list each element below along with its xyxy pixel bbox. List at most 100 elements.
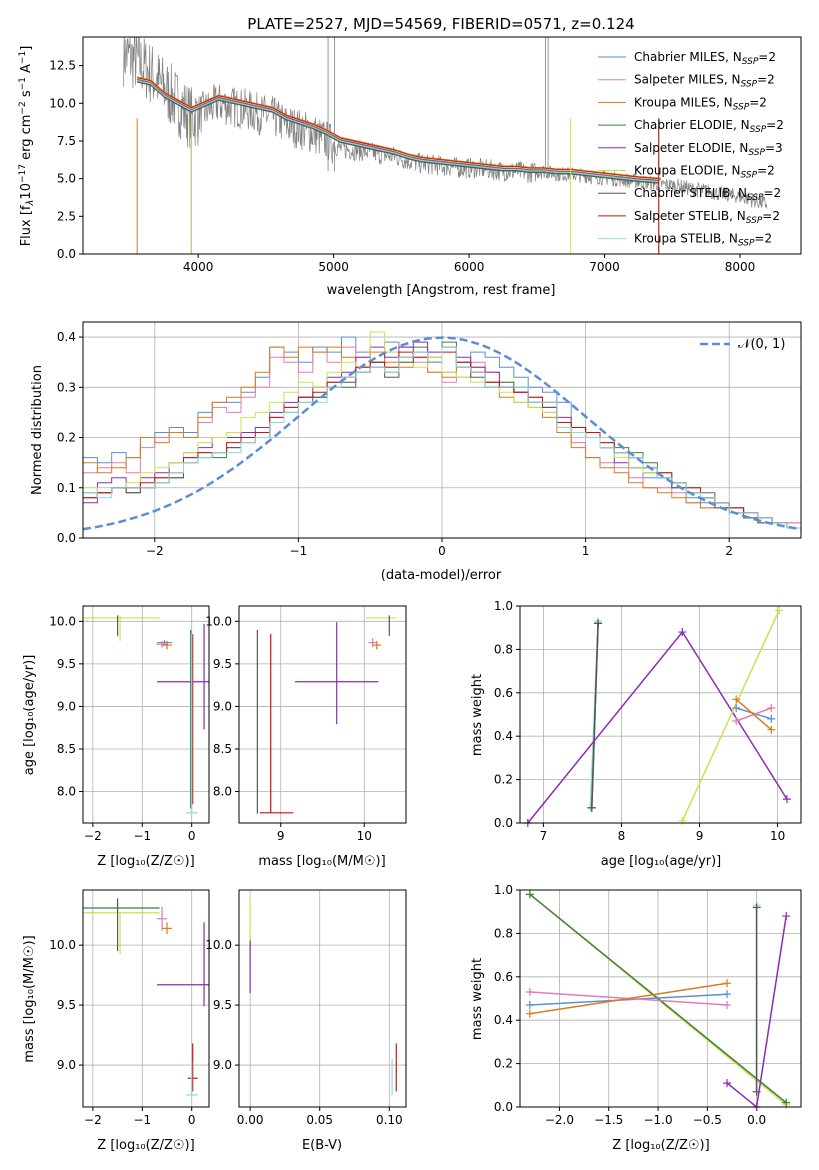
ageZ-xtick-label-0: −2 <box>84 829 102 843</box>
mwAge-ytick-label-5: 1.0 <box>494 599 513 613</box>
residuals-frame <box>82 321 802 539</box>
mwAge-marker-2-1 <box>594 619 603 628</box>
legend-label-2: Kroupa MILES, NSSP=2 <box>634 95 767 112</box>
mwZ-marker-4-0 <box>525 1009 534 1018</box>
mwZ-xtick-label-4: 0.0 <box>747 1113 766 1127</box>
mass-vs-ebv-panel: 0.00 0.05 0.10 9.0 9.5 10.0 <box>205 889 407 1127</box>
legend-label-5: Kroupa ELODIE, NSSP=2 <box>634 164 775 181</box>
mwAge-xtick-label-2: 9 <box>696 829 704 843</box>
mwAge-marker-7-1 <box>767 725 776 734</box>
ageMass-xtick-label-1: 10 <box>357 829 372 843</box>
spectrum-ytick-label-4: 10.0 <box>49 96 76 110</box>
spectrum-model-line-8 <box>137 80 659 183</box>
legend-label-4: Salpeter ELODIE, NSSP=3 <box>634 141 783 158</box>
mwAge-plot-area <box>523 606 791 827</box>
mwZ-marker-1-1 <box>782 1098 791 1107</box>
mwAge-marker-2-0 <box>587 803 596 812</box>
spectrum-xtick-label-2: 6000 <box>454 260 485 274</box>
ageZ-ytick-label-2: 9.0 <box>57 699 76 713</box>
residuals-ytick-label-0: 0.0 <box>57 531 76 545</box>
mwZ-ytick-label-2: 0.4 <box>494 1013 513 1027</box>
mwAge-marker-5-0 <box>732 703 741 712</box>
legend-label-6: Chabrier STELIB, NSSP=2 <box>634 186 781 203</box>
legend-label-0: Chabrier MILES, NSSP=2 <box>634 50 776 67</box>
spectrum-legend: Chabrier MILES, NSSP=2 Salpeter MILES, NS… <box>598 50 784 249</box>
residuals-xtick-label-0: −2 <box>146 544 164 558</box>
spectrum-ytick-label-1: 2.5 <box>57 209 76 223</box>
massZ-ytick-label-1: 9.5 <box>57 998 76 1012</box>
spectrum-xtick-label-3: 7000 <box>589 260 620 274</box>
legend-label-7: Salpeter STELIB, NSSP=2 <box>634 209 780 226</box>
mwAge-ytick-label-3: 0.6 <box>494 686 513 700</box>
mwAge-marker-7-0 <box>732 695 741 704</box>
mwAge-line-4 <box>681 609 780 822</box>
age-vs-mass-panel: 9 10 8.0 8.5 9.0 9.5 10.0 <box>205 605 407 843</box>
residuals-xtick-label-3: 1 <box>582 544 590 558</box>
massZ-plot-area <box>83 898 209 1098</box>
ageMass-ytick-label-3: 9.5 <box>213 657 232 671</box>
massZ-ylabel: mass [log₁₀(M/M☉)] <box>22 935 37 1062</box>
massZ-ytick-label-0: 9.0 <box>57 1058 76 1072</box>
mwZ-xtick-label-0: −2.0 <box>545 1113 574 1127</box>
massZ-ytick-label-2: 10.0 <box>49 938 76 952</box>
mwZ-marker-2-0 <box>525 1001 534 1010</box>
mwZ-marker-3-1 <box>723 1001 732 1010</box>
mwAge-xtick-label-0: 7 <box>540 829 548 843</box>
mwAge-ytick-label-2: 0.4 <box>494 729 513 743</box>
spectrum-ytick-label-3: 7.5 <box>57 134 76 148</box>
mwZ-marker-7-2 <box>782 912 791 921</box>
spectrum-panel: 4000 5000 6000 7000 8000 0.0 2.5 5.0 7.5 10.0 12.5 <box>49 36 802 274</box>
massEBV-xlabel: E(B-V) <box>302 1138 342 1153</box>
mwZ-ytick-label-0: 0.0 <box>494 1100 513 1114</box>
mwAge-line-2 <box>591 623 599 808</box>
ageZ-xtick-label-1: −1 <box>133 829 151 843</box>
mwZ-marker-3-0 <box>525 987 534 996</box>
residuals-hist-8 <box>83 346 801 529</box>
ageMass-ytick-label-0: 8.0 <box>213 785 232 799</box>
mwZ-ytick-label-3: 0.6 <box>494 970 513 984</box>
ageZ-xlabel: Z [log₁₀(Z/Z☉)] <box>97 854 194 869</box>
spectrum-ytick-label-2: 5.0 <box>57 172 76 186</box>
spectrum-plot-area <box>123 37 768 254</box>
ageZ-frame <box>82 605 210 824</box>
mwZ-marker-4-1 <box>723 979 732 988</box>
residuals-xtick-label-1: −1 <box>290 544 308 558</box>
mwAge-ylabel: mass weight <box>470 674 485 756</box>
mwAge-line-5 <box>735 707 772 720</box>
spectrum-model-line-5 <box>137 77 659 180</box>
massZ-xtick-label-2: 0 <box>188 1113 196 1127</box>
mwAge-marker-4-0 <box>678 816 687 825</box>
mwZ-line-4 <box>529 982 728 1015</box>
mwZ-xtick-label-2: −1.0 <box>643 1113 672 1127</box>
mwZ-ytick-label-1: 0.2 <box>494 1057 513 1071</box>
massZ-xlabel: Z [log₁₀(Z/Z☉)] <box>97 1138 194 1153</box>
mwZ-marker-7-0 <box>723 1079 732 1088</box>
residuals-ytick-label-2: 0.2 <box>57 431 76 445</box>
mwZ-xtick-label-1: −1.5 <box>594 1113 623 1127</box>
spectrum-model-line-7 <box>137 77 659 180</box>
residuals-panel: −2 −1 0 1 2 0.0 0.1 0.2 0.3 0.4 𝒩(0, 1) <box>57 321 802 558</box>
spectrum-xtick-label-0: 4000 <box>183 260 214 274</box>
mwZ-ylabel: mass weight <box>470 958 485 1040</box>
residuals-hist-2 <box>83 346 801 529</box>
mwAge-marker-5-1 <box>767 714 776 723</box>
age-vs-metallicity-panel: −2 −1 0 8.0 8.5 9.0 9.5 10.0 <box>49 605 210 843</box>
ageMass-xlabel: mass [log₁₀(M/M☉)] <box>258 854 385 869</box>
mwAge-xlabel: age [log₁₀(age/yr)] <box>601 854 722 869</box>
figure-title: PLATE=2527, MJD=54569, FIBERID=0571, z=0… <box>247 15 634 33</box>
ageZ-ytick-label-3: 9.5 <box>57 657 76 671</box>
spectrum-frame <box>82 36 802 255</box>
residuals-ytick-label-3: 0.3 <box>57 380 76 394</box>
mass-vs-metallicity-panel: −2 −1 0 9.0 9.5 10.0 <box>49 889 210 1127</box>
spectrum-xtick-label-1: 5000 <box>318 260 349 274</box>
spectrum-ytick-label-5: 12.5 <box>49 59 76 73</box>
residuals-legend-label: 𝒩(0, 1) <box>738 337 785 352</box>
massEBV-xtick-label-1: 0.05 <box>306 1113 333 1127</box>
mwAge-ytick-label-0: 0.0 <box>494 816 513 830</box>
massEBV-xtick-label-2: 0.10 <box>376 1113 403 1127</box>
spectrum-model-line-2 <box>137 76 659 179</box>
ageMass-frame <box>238 605 407 824</box>
residuals-ytick-label-1: 0.1 <box>57 481 76 495</box>
legend-label-1: Salpeter MILES, NSSP=2 <box>634 73 775 90</box>
